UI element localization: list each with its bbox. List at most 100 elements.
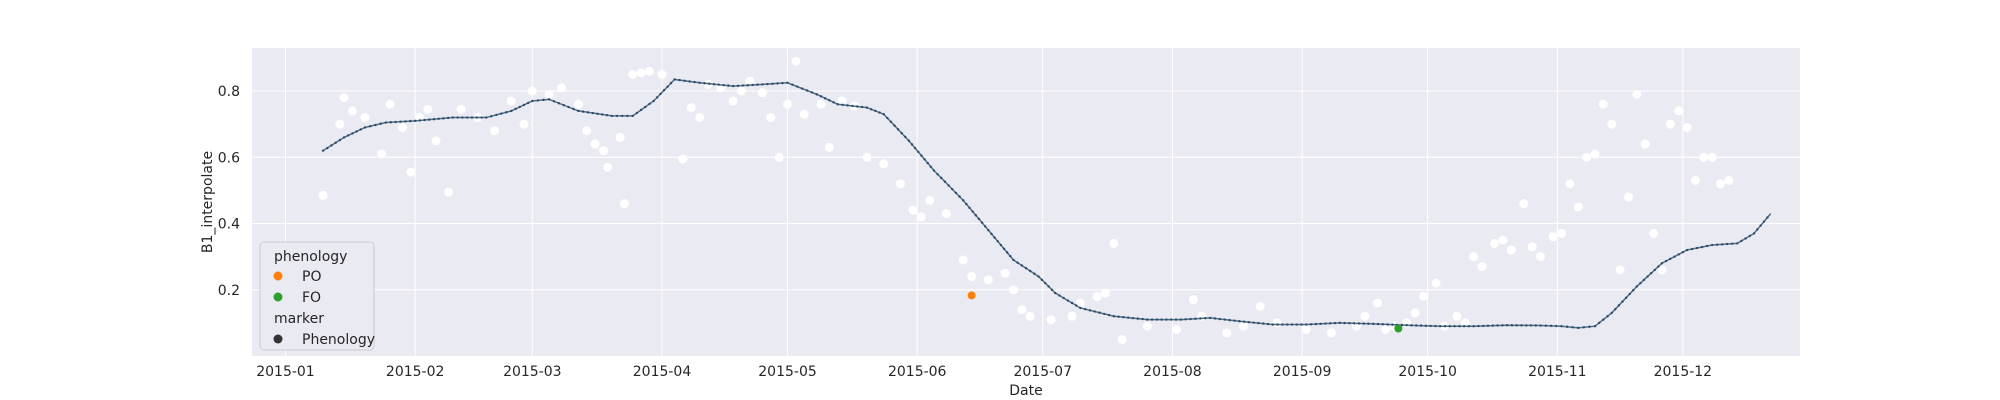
interpolated-marker	[815, 93, 819, 96]
raw-data-point	[908, 205, 918, 215]
interpolated-marker	[1453, 324, 1456, 328]
raw-data-point	[573, 99, 583, 109]
interpolated-marker	[936, 173, 939, 176]
raw-data-point	[1582, 152, 1592, 162]
raw-data-point	[967, 272, 977, 282]
raw-data-point	[444, 187, 454, 197]
interpolated-marker	[552, 100, 556, 103]
interpolated-marker	[823, 97, 827, 100]
raw-data-point	[1557, 228, 1567, 238]
interpolated-marker	[761, 83, 764, 86]
raw-data-point	[1598, 99, 1608, 109]
interpolated-marker	[1122, 316, 1125, 319]
interpolated-marker	[846, 104, 849, 107]
interpolated-marker	[1146, 318, 1149, 321]
interpolated-marker	[1184, 318, 1187, 321]
interpolated-marker	[1744, 237, 1747, 240]
raw-data-point	[636, 68, 646, 78]
raw-data-point	[619, 199, 629, 209]
x-tick-label: 2015-10	[1398, 364, 1457, 380]
interpolated-marker	[465, 116, 469, 119]
interpolated-marker	[1343, 321, 1346, 325]
interpolated-marker	[896, 128, 900, 131]
interpolated-marker	[1300, 323, 1303, 326]
interpolated-marker	[1305, 323, 1308, 326]
legend-fo-marker	[273, 292, 283, 302]
raw-data-point	[745, 76, 755, 86]
raw-data-point	[1360, 311, 1370, 321]
interpolated-marker	[615, 114, 619, 118]
raw-data-point	[1469, 252, 1479, 262]
interpolated-marker	[943, 180, 947, 183]
interpolated-marker	[610, 114, 614, 118]
interpolated-marker	[1565, 325, 1569, 328]
raw-data-point	[703, 79, 713, 89]
raw-data-point	[1640, 139, 1650, 149]
interpolated-marker	[1438, 324, 1442, 328]
raw-data-point	[695, 113, 705, 123]
interpolated-marker	[1534, 324, 1538, 327]
interpolated-marker	[359, 128, 362, 131]
interpolated-marker	[1247, 320, 1251, 324]
interpolated-marker	[683, 79, 686, 82]
interpolated-marker	[1208, 316, 1212, 320]
interpolated-marker	[1549, 324, 1553, 328]
interpolated-marker	[581, 110, 585, 113]
x-tick-label: 2015-04	[633, 364, 692, 380]
interpolated-marker	[1117, 315, 1120, 318]
interpolated-marker	[900, 131, 903, 135]
interpolated-marker	[731, 84, 735, 88]
raw-data-point	[1418, 291, 1428, 301]
raw-data-point	[1172, 325, 1182, 335]
interpolated-marker	[338, 138, 342, 142]
interpolated-marker	[1348, 321, 1351, 325]
interpolated-marker	[1262, 322, 1265, 325]
interpolated-marker	[384, 121, 388, 124]
interpolated-marker	[1419, 324, 1423, 327]
interpolated-marker	[1257, 321, 1260, 325]
interpolated-marker	[1131, 316, 1135, 320]
raw-data-point	[431, 136, 441, 146]
interpolated-marker	[962, 199, 965, 202]
interpolated-marker	[958, 195, 961, 198]
x-tick-label: 2015-01	[256, 364, 315, 380]
interpolated-marker	[810, 91, 814, 94]
interpolated-marker	[1614, 307, 1617, 311]
interpolated-marker	[1653, 268, 1656, 272]
y-tick-label: 0.6	[218, 150, 240, 166]
raw-data-point	[582, 126, 592, 136]
interpolated-marker	[1319, 322, 1322, 326]
x-tick-label: 2015-11	[1528, 364, 1587, 380]
interpolated-marker	[644, 105, 647, 109]
interpolated-marker	[389, 121, 392, 124]
interpolated-marker	[461, 116, 464, 119]
interpolated-marker	[1529, 324, 1533, 327]
interpolated-marker	[727, 84, 730, 87]
interpolated-marker	[404, 120, 407, 123]
raw-data-point	[824, 142, 834, 152]
raw-data-point	[557, 83, 567, 93]
raw-data-point	[1188, 295, 1198, 305]
x-tick-label: 2015-05	[758, 364, 817, 380]
interpolated-marker	[526, 101, 530, 105]
raw-data-point	[1527, 242, 1537, 252]
interpolated-marker	[1759, 224, 1762, 227]
interpolated-marker	[904, 135, 907, 139]
interpolated-marker	[1136, 317, 1139, 320]
raw-data-point	[398, 122, 408, 132]
interpolated-marker	[751, 83, 754, 87]
interpolated-marker	[1271, 323, 1275, 326]
interpolated-marker	[746, 84, 749, 87]
raw-data-point	[1657, 265, 1667, 275]
raw-data-point	[1381, 325, 1391, 335]
legend-po-marker	[273, 271, 283, 281]
legend: phenology PO FO marker Phenology	[259, 241, 375, 351]
interpolated-marker	[1333, 321, 1337, 325]
raw-data-point	[686, 103, 696, 113]
interpolated-marker	[1352, 322, 1356, 325]
interpolated-marker	[1571, 326, 1574, 329]
raw-data-point	[360, 113, 370, 123]
interpolated-marker	[1646, 275, 1649, 278]
interpolated-marker	[771, 82, 774, 85]
